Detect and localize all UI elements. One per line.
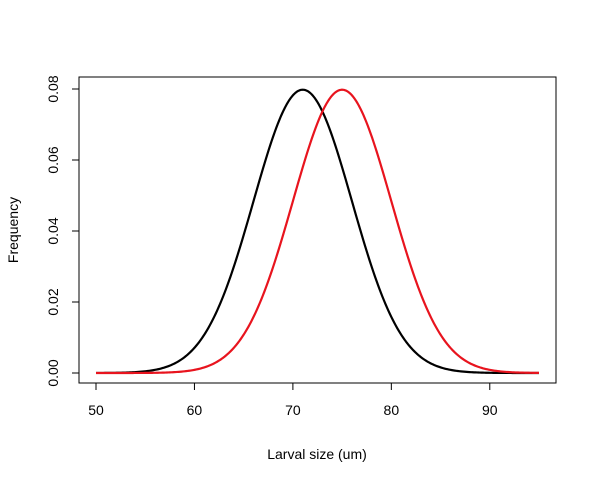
y-tick-label: 0.02 <box>45 288 61 315</box>
series-layer <box>95 88 540 375</box>
y-axis: 0.00 0.02 0.04 0.06 0.08 <box>45 75 80 387</box>
series-line-2 <box>96 88 540 375</box>
x-tick-label: 80 <box>384 402 400 418</box>
x-axis: 50 60 70 80 90 <box>88 382 498 418</box>
x-tick-label: 60 <box>187 402 203 418</box>
y-axis-title: Frequency <box>5 197 21 263</box>
series-line-1 <box>95 88 539 375</box>
y-tick-label: 0.08 <box>45 75 61 102</box>
x-tick-label: 70 <box>285 402 301 418</box>
y-tick-label: 0.04 <box>45 217 61 244</box>
y-tick-label: 0.06 <box>45 146 61 173</box>
x-tick-label: 50 <box>88 402 104 418</box>
x-axis-title: Larval size (um) <box>267 446 367 462</box>
y-tick-label: 0.00 <box>45 359 61 386</box>
x-tick-label: 90 <box>482 402 498 418</box>
